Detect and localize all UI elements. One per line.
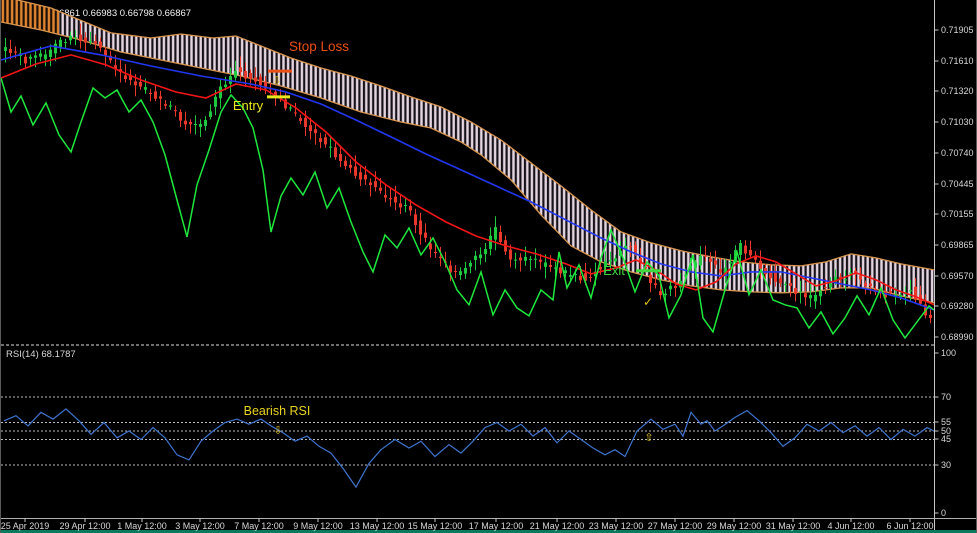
ichimoku-cloud [59,11,934,303]
price-axis-label: 0.71610 [941,56,974,66]
time-axis-label: 6 Jun 12:00 [886,521,933,531]
time-axis-label: 25 Apr 2019 [1,521,49,531]
ichimoku-cloud-orange [1,0,59,35]
time-axis-label: 27 May 12:00 [648,521,703,531]
price-axis-label: 0.70740 [941,148,974,158]
time-axis-label: 9 May 12:00 [293,521,343,531]
time-axis-label: 31 May 12:00 [766,521,821,531]
time-axis-label: 1 May 12:00 [117,521,167,531]
price-axis-label: 0.71905 [941,25,974,35]
main-price-panel[interactable] [1,0,934,344]
time-axis-label: 21 May 12:00 [530,521,585,531]
rsi-line [3,408,934,489]
green-signal-line [1,77,934,340]
exit-label: Exit [603,263,625,278]
time-axis-label: 13 May 12:00 [350,521,405,531]
price-axis[interactable] [934,0,976,519]
indicator-lines [1,45,934,340]
blue-ma-line [1,45,934,311]
bearish-rsi-label: Bearish RSI [244,404,311,418]
red-ma-line [1,54,934,306]
price-axis-label: 0.69280 [941,301,974,311]
time-axis-label: 7 May 12:00 [234,521,284,531]
price-axis-label: 0.69570 [941,271,974,281]
rsi-axis-label: 45 [941,434,951,444]
rsi-panel[interactable] [1,346,934,518]
rsi-series [1,396,934,489]
stop-loss-label: Stop Loss [289,39,349,54]
time-axis-label: 15 May 12:00 [408,521,463,531]
bottom-edge-bar [1,530,976,533]
price-axis-label: 0.68990 [941,332,974,342]
chart-title-ohlc: H4 0.66861 0.66983 0.66798 0.66867 [31,8,191,19]
rsi-axis-label: 0 [941,508,946,518]
time-axis-label: 29 Apr 12:00 [59,521,110,531]
time-axis-label: 3 May 12:00 [175,521,225,531]
up-arrow-icon: ⇧ [644,432,653,444]
time-axis-label: 29 May 12:00 [707,521,762,531]
rsi-axis-label: 30 [941,460,951,470]
down-arrow-icon: ⇩ [273,425,282,437]
rsi-axis-label: 55 [941,417,951,427]
time-axis-label: 17 May 12:00 [469,521,524,531]
time-axis-label: 4 Jun 12:00 [827,521,874,531]
price-axis-label: 0.70445 [941,179,974,189]
time-axis[interactable] [1,519,976,533]
rsi-axis-label: 100 [941,348,956,358]
price-axis-label: 0.70155 [941,209,974,219]
rsi-axis-label: 70 [941,392,951,402]
rsi-indicator-label: RSI(14) 68.1787 [6,349,76,360]
rsi-axis-label: 50 [941,426,951,436]
time-axis-label: 23 May 12:00 [589,521,644,531]
price-axis-label: 0.71030 [941,117,974,127]
down-arrow-icon: ⇩ [272,75,281,87]
price-axis-label: 0.71320 [941,86,974,96]
entry-label: Entry [233,98,264,113]
price-axis-label: 0.69865 [941,240,974,250]
check-mark-icon: ✓ [643,295,653,309]
